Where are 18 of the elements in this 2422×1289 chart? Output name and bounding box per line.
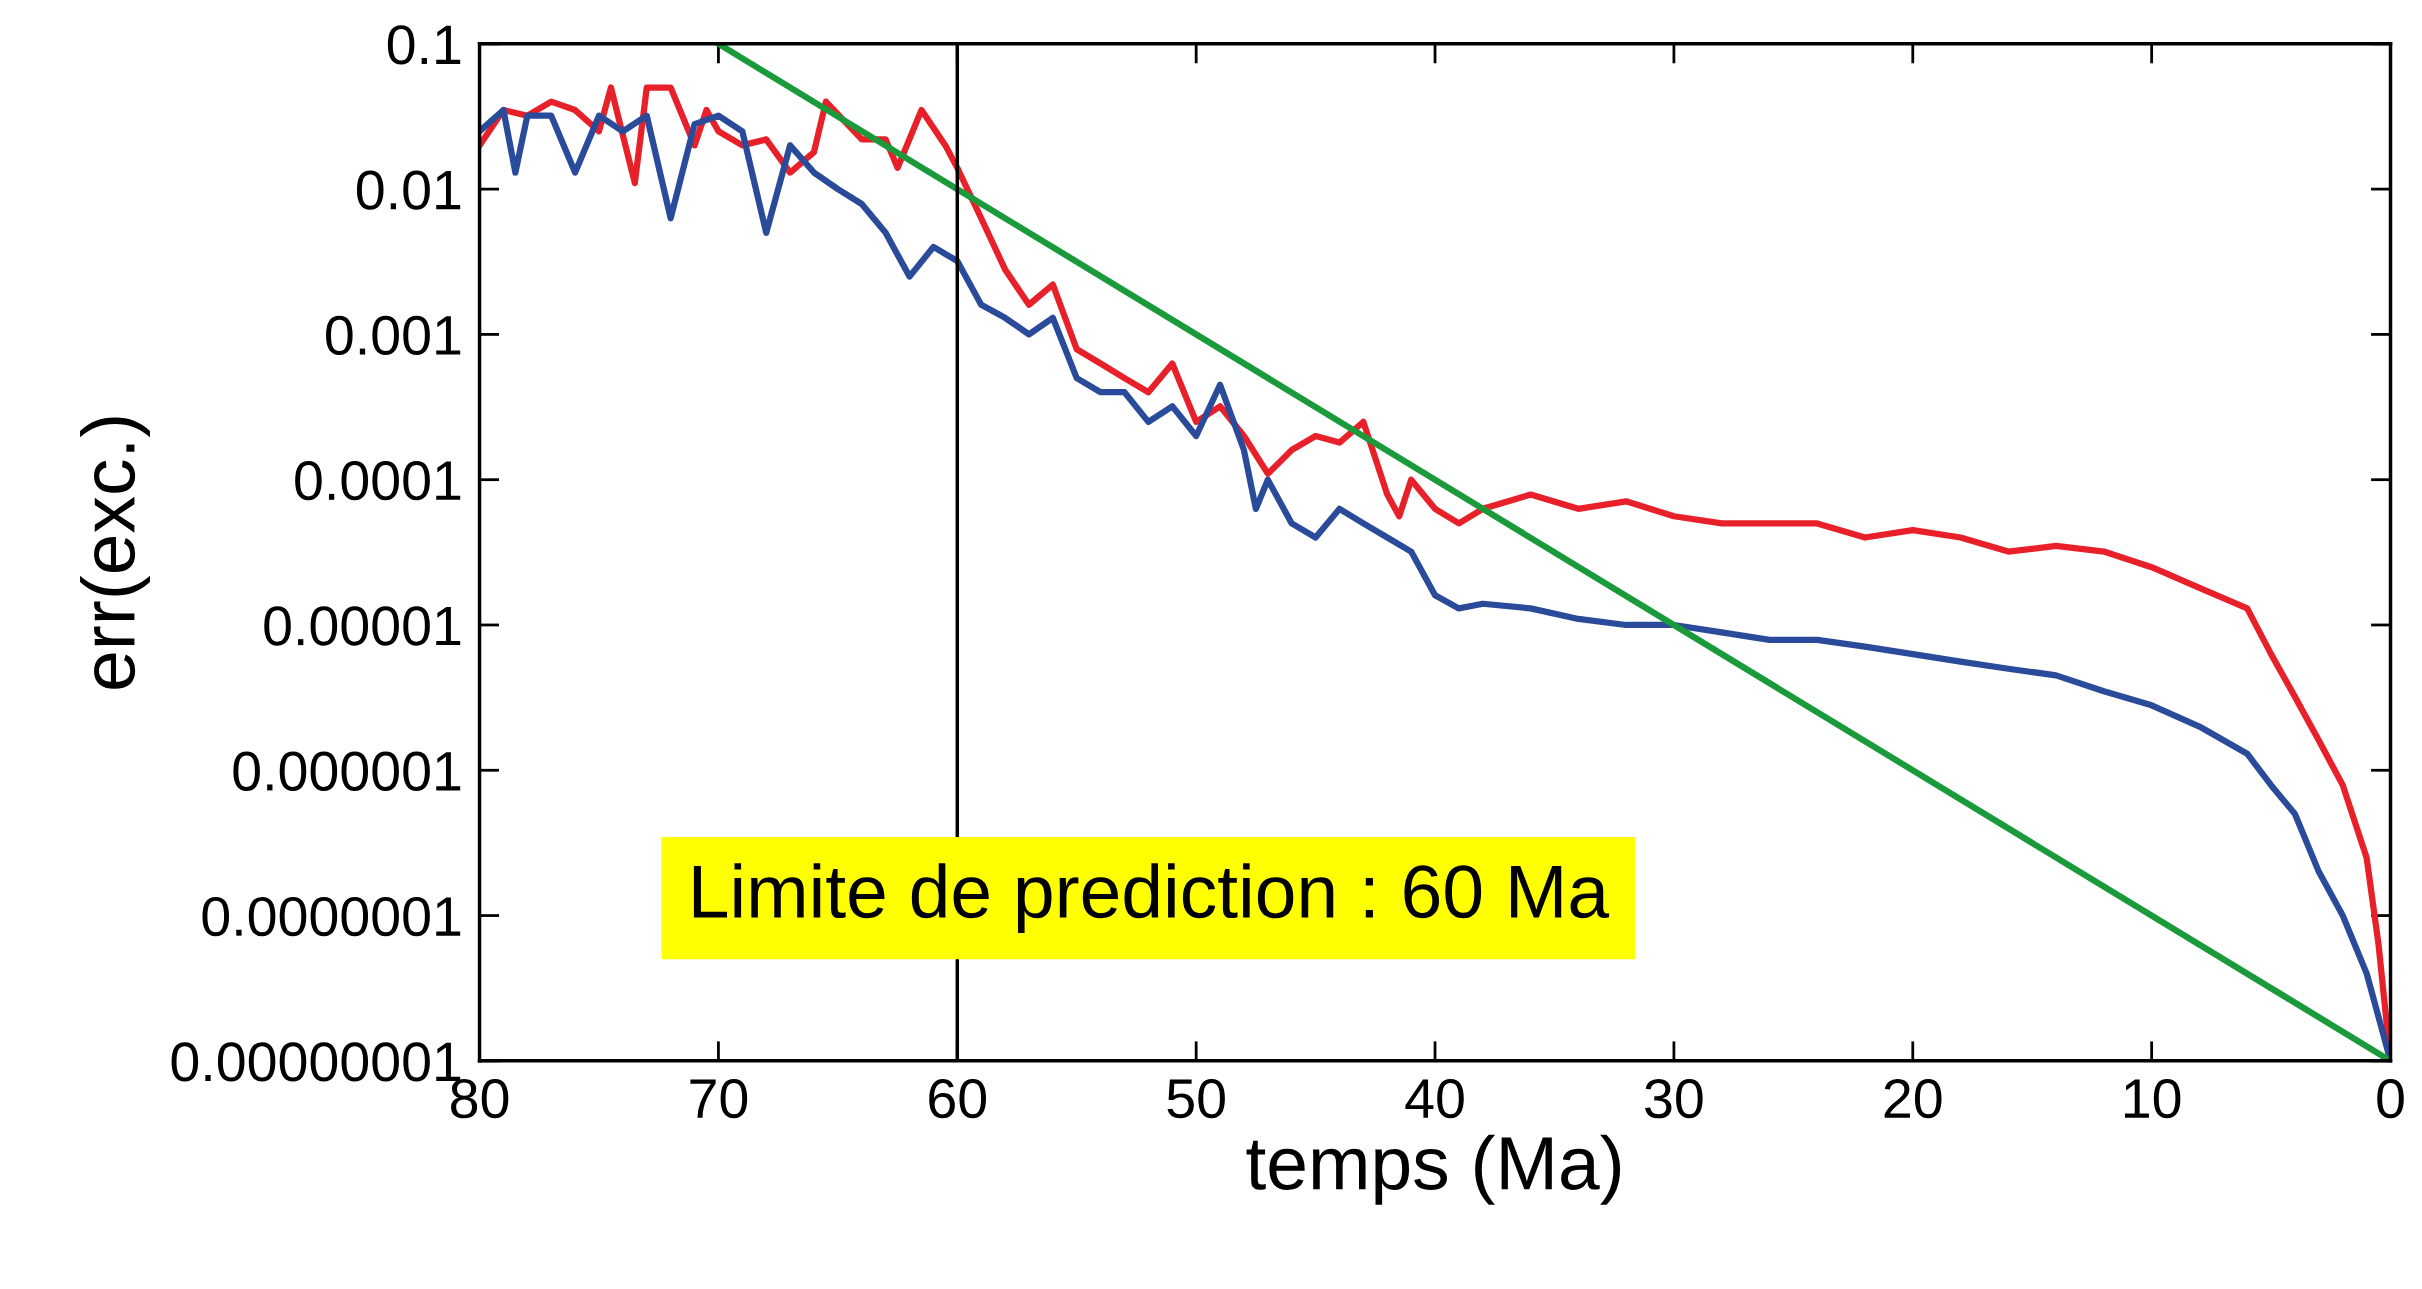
x-tick-label: 10: [2124, 1078, 2181, 1119]
annotation: Limite de prediction : 60 Ma: [693, 863, 1610, 934]
y-tick-label: 0.000001: [233, 751, 461, 791]
y-tick-label: 0.01: [356, 170, 461, 210]
x-tick-label: 60: [929, 1078, 987, 1119]
y-axis-title: err(exc.): [80, 417, 150, 689]
y-tick-label: 0.0001: [295, 461, 461, 501]
x-tick-label: 40: [1405, 1078, 1464, 1119]
x-tick-label: 0: [2377, 1078, 2404, 1119]
x-tick-label: 70: [690, 1078, 748, 1119]
x-tick-label: 50: [1167, 1078, 1225, 1119]
x-tick-label: 30: [1645, 1078, 1703, 1119]
y-tick-label: 0.001: [326, 315, 461, 356]
x-axis-title: temps (Ma): [1246, 1134, 1620, 1205]
y-tick-label: 0.00001: [264, 606, 461, 646]
x-tick-label: 20: [1884, 1078, 1942, 1119]
y-tick-label: 0.1: [387, 25, 461, 65]
y-tick-label: 0.0000001: [202, 896, 461, 937]
